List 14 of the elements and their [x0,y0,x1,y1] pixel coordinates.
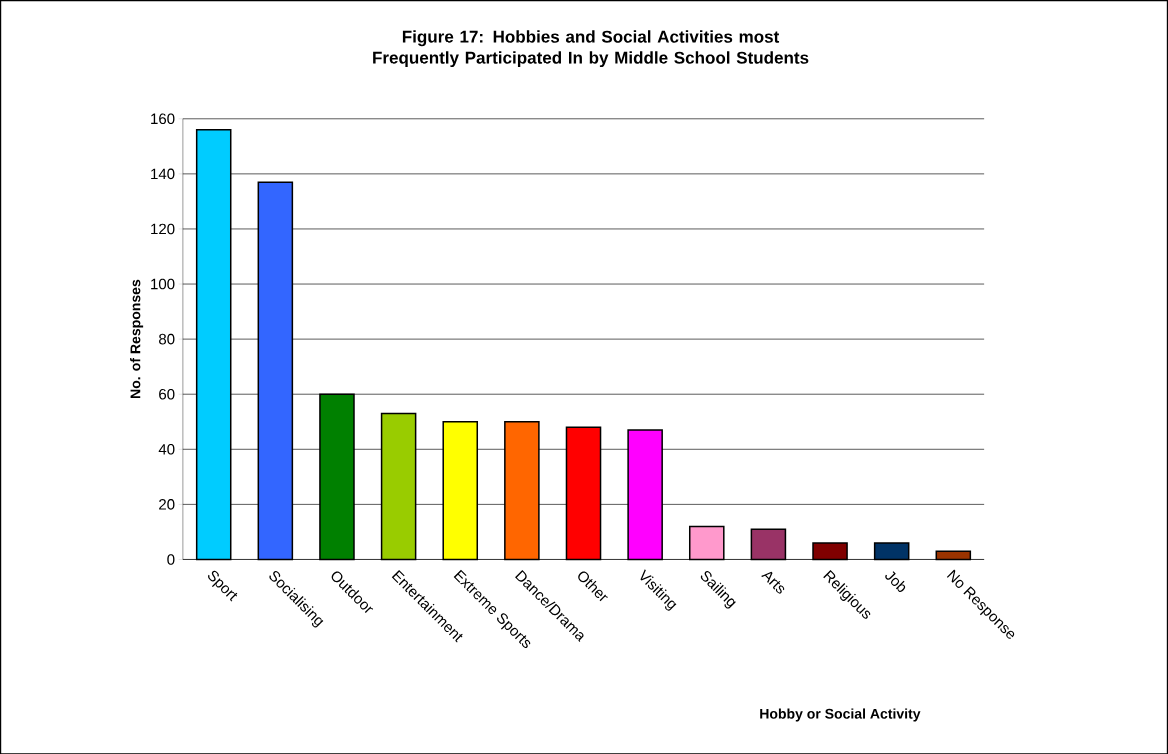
x-tick-label: Job [885,571,906,592]
y-tick-label: 0 [167,553,175,565]
y-tick-label: 160 [151,113,175,124]
y-tick-label: 100 [151,278,175,290]
y-tick-label: 80 [159,333,175,345]
y-tick-label: 60 [159,388,175,400]
chart-title: Figure 17: Hobbies and Social Activities most Frequently Participated In by Middle School Students [373,30,809,67]
x-tick-label: Arts [761,571,785,594]
x-axis-title: Hobby or Social Activity [760,708,921,722]
y-tick-label: 120 [151,223,175,235]
y-tick-label: 140 [151,168,175,180]
y-axis-title: No. of Responses [130,279,144,398]
y-tick-label: 40 [158,443,175,455]
y-tick-label: 20 [159,498,175,510]
